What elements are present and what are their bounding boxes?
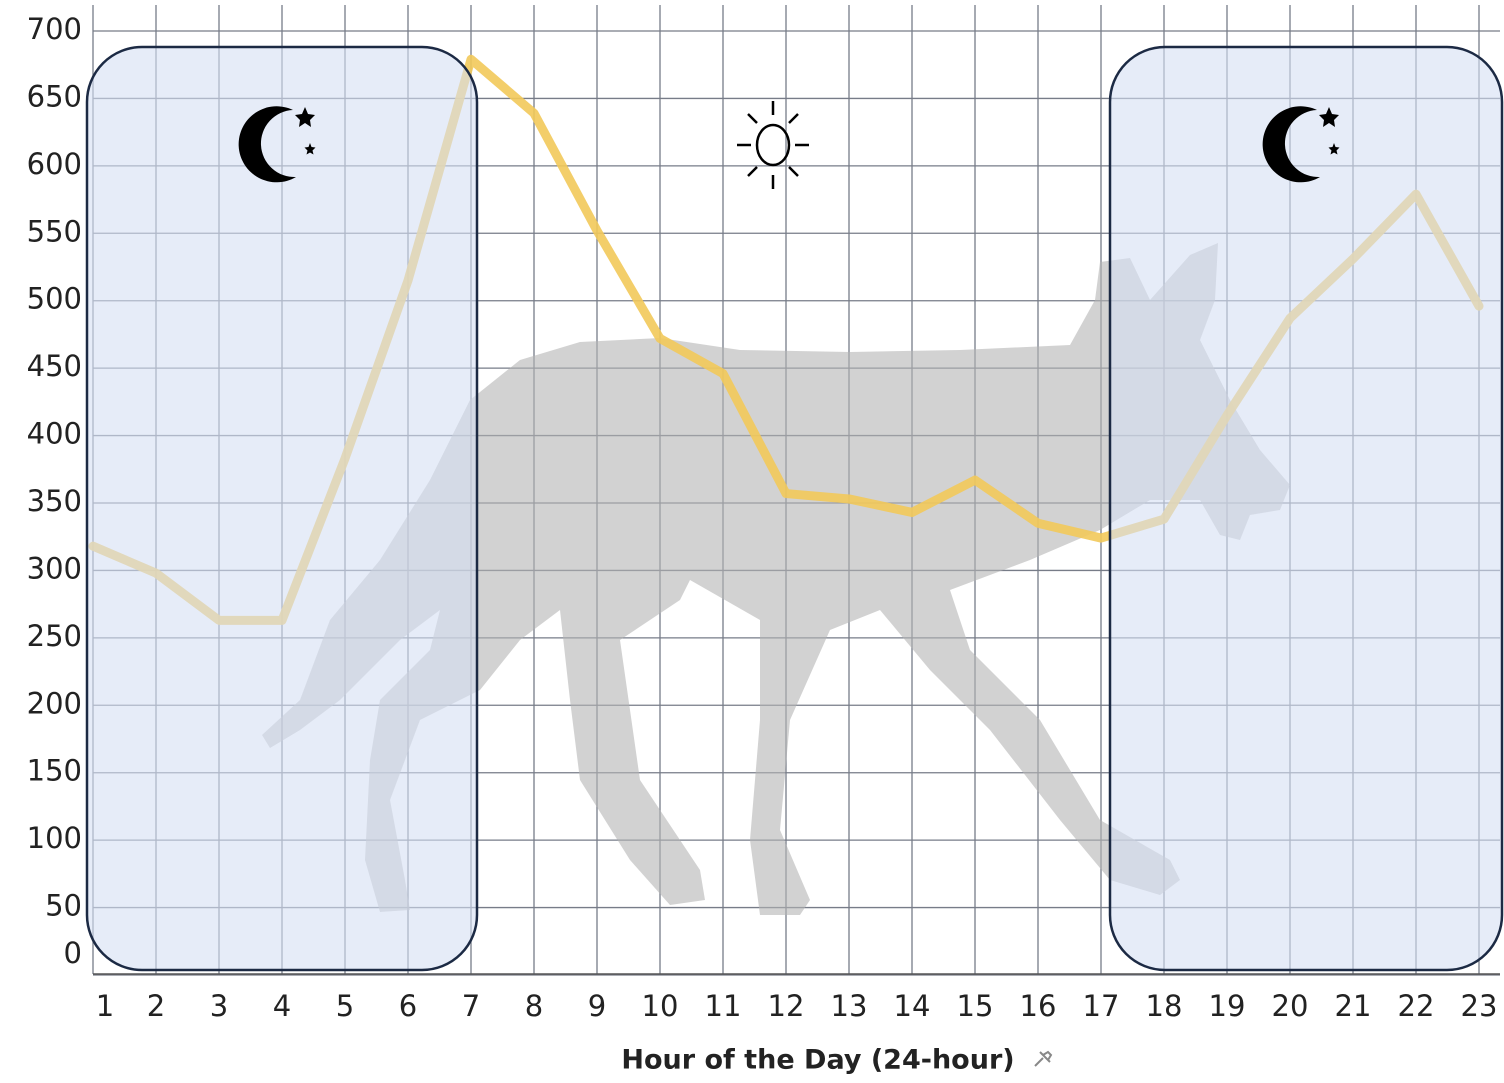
y-tick-label: 600 <box>27 147 82 181</box>
y-tick-label: 450 <box>27 349 82 383</box>
x-tick-label: 14 <box>894 989 931 1023</box>
y-tick-label: 100 <box>27 821 82 855</box>
x-tick-label: 17 <box>1083 989 1120 1023</box>
x-tick-label: 3 <box>210 989 228 1023</box>
y-tick-label: 200 <box>27 686 82 720</box>
y-tick-label: 550 <box>27 214 82 248</box>
y-tick-label: 250 <box>27 619 82 653</box>
x-tick-label: 16 <box>1020 989 1057 1023</box>
chart: Hour of the Day (24-hour) 05010015020025… <box>0 0 1504 1083</box>
x-tick-label: 11 <box>705 989 742 1023</box>
x-tick-label: 2 <box>147 989 165 1023</box>
pin-icon <box>1035 1052 1051 1066</box>
x-tick-label: 1 <box>96 989 114 1023</box>
y-tick-label: 150 <box>27 754 82 788</box>
y-tick-label: 500 <box>27 282 82 316</box>
night-band <box>87 47 477 970</box>
x-tick-label: 4 <box>273 989 291 1023</box>
y-tick-label: 300 <box>27 551 82 585</box>
x-tick-label: 21 <box>1335 989 1372 1023</box>
x-tick-label: 13 <box>831 989 868 1023</box>
x-tick-label: 20 <box>1272 989 1309 1023</box>
x-tick-label: 6 <box>399 989 417 1023</box>
x-tick-label: 23 <box>1461 989 1498 1023</box>
x-tick-label: 5 <box>336 989 354 1023</box>
y-tick-label: 350 <box>27 484 82 518</box>
night-band <box>1110 47 1502 970</box>
y-tick-label: 650 <box>27 79 82 113</box>
x-axis-label: Hour of the Day (24-hour) <box>621 1045 1014 1076</box>
x-tick-label: 18 <box>1146 989 1183 1023</box>
x-tick-label: 12 <box>768 989 805 1023</box>
y-tick-label: 0 <box>64 936 82 970</box>
x-tick-label: 22 <box>1398 989 1435 1023</box>
x-tick-label: 9 <box>588 989 606 1023</box>
sun-icon <box>737 101 809 189</box>
x-tick-label: 7 <box>462 989 480 1023</box>
y-tick-label: 50 <box>45 889 82 923</box>
x-tick-label: 19 <box>1209 989 1246 1023</box>
x-tick-label: 8 <box>525 989 543 1023</box>
x-tick-label: 15 <box>957 989 994 1023</box>
x-tick-label: 10 <box>642 989 679 1023</box>
y-tick-label: 400 <box>27 417 82 451</box>
y-tick-label: 700 <box>27 12 82 46</box>
